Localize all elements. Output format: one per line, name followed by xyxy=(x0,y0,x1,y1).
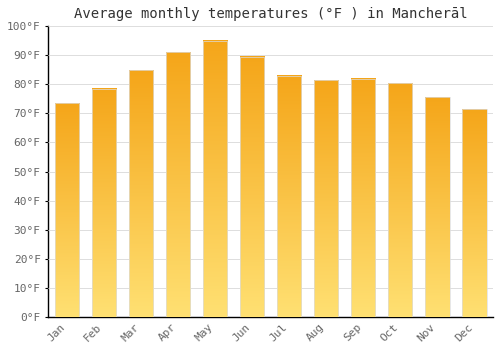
Bar xyxy=(166,52,190,317)
Bar xyxy=(426,97,450,317)
Bar xyxy=(462,109,486,317)
Bar xyxy=(55,103,79,317)
Title: Average monthly temperatures (°F ) in Mancherāl: Average monthly temperatures (°F ) in Ma… xyxy=(74,7,468,21)
Bar xyxy=(277,76,301,317)
Bar xyxy=(240,57,264,317)
Bar xyxy=(92,89,116,317)
Bar xyxy=(203,41,227,317)
Bar xyxy=(203,41,227,317)
Bar xyxy=(352,78,376,317)
Bar xyxy=(55,103,79,317)
Bar xyxy=(388,83,412,317)
Bar xyxy=(388,83,412,317)
Bar xyxy=(314,80,338,317)
Bar xyxy=(92,89,116,317)
Bar xyxy=(129,70,153,317)
Bar xyxy=(240,57,264,317)
Bar xyxy=(129,70,153,317)
Bar xyxy=(166,52,190,317)
Bar xyxy=(277,76,301,317)
Bar xyxy=(426,97,450,317)
Bar xyxy=(352,78,376,317)
Bar xyxy=(314,80,338,317)
Bar xyxy=(462,109,486,317)
